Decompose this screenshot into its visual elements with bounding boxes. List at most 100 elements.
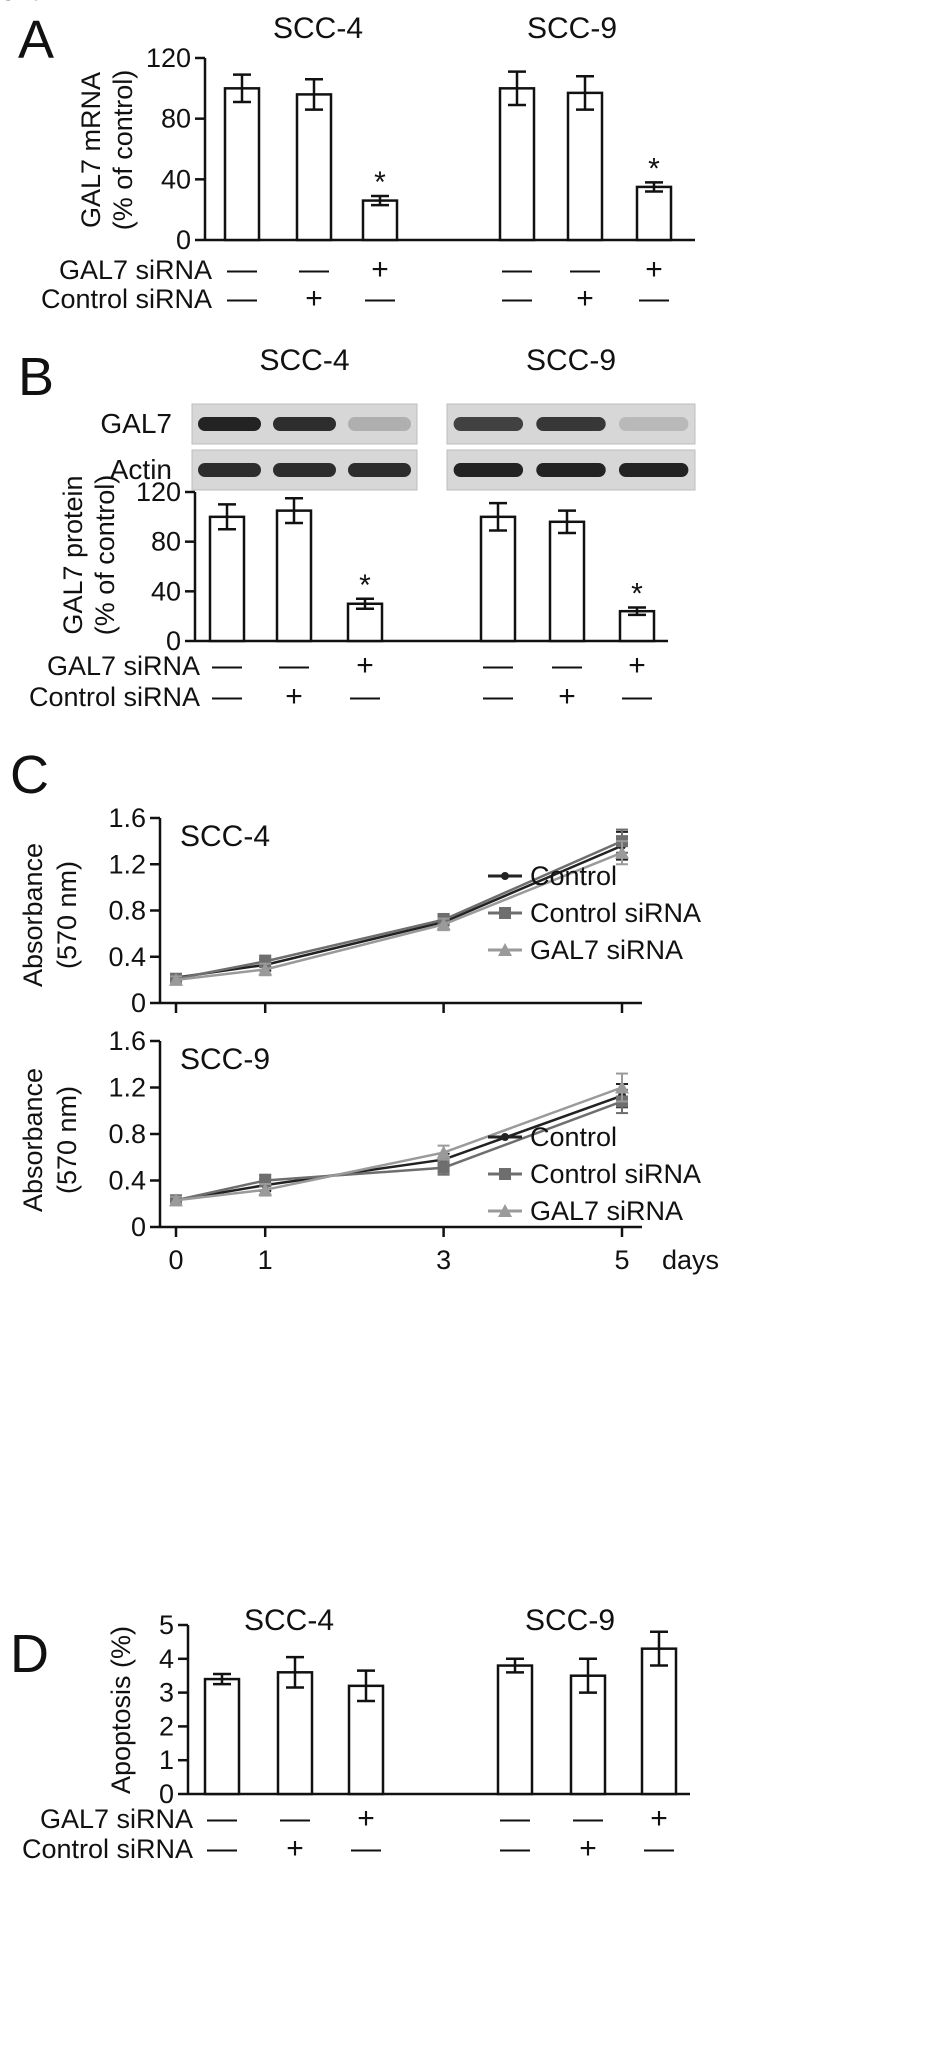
treatment-sign: +: [645, 253, 663, 286]
y-tick-label: 0.8: [108, 1119, 146, 1149]
y-tick-label: 5: [159, 1610, 174, 1640]
treatment-sign: +: [305, 282, 323, 315]
treatment-sign: —: [552, 649, 582, 682]
significance-asterisk: *: [648, 152, 660, 185]
data-point: [169, 1193, 183, 1207]
treatment-label: GAL7 siRNA: [47, 651, 200, 681]
treatment-sign: —: [639, 282, 669, 315]
y-tick-label: 1.6: [108, 803, 146, 833]
treatment-sign: +: [371, 253, 389, 286]
blot-title-scc-4: SCC-4: [259, 344, 349, 377]
treatment-sign: —: [299, 253, 329, 286]
treatment-label: Control siRNA: [29, 682, 200, 712]
treatment-sign: —: [280, 1802, 310, 1835]
bar: [208, 515, 246, 643]
bar: [295, 93, 333, 242]
y-tick-label: 120: [146, 43, 191, 73]
bar: [640, 1647, 678, 1796]
data-point: [615, 1080, 629, 1094]
y-axis-label: Absorbance: [18, 843, 48, 987]
series-line-gal7-sirna: [175, 851, 623, 982]
treatment-sign: —: [207, 1802, 237, 1835]
treatment-sign: —: [351, 1832, 381, 1865]
significance-asterisk: *: [631, 577, 643, 610]
bar: [496, 1664, 534, 1796]
y-tick-label: 0.8: [108, 896, 146, 926]
significance-asterisk: *: [374, 166, 386, 199]
y-axis-label: (% of control): [108, 70, 138, 231]
treatment-sign: +: [356, 649, 374, 682]
treatment-sign: —: [483, 680, 513, 713]
data-point: [258, 1182, 273, 1196]
series-line-control-sirna: [175, 839, 623, 980]
treatment-sign: —: [483, 649, 513, 682]
panel-b-western-blot: SCC-4 SCC-9 GAL7 Actin: [100, 344, 696, 491]
treatment-sign: +: [285, 680, 303, 713]
chart-title: SCC-4: [180, 820, 270, 853]
panel-c-scc4-line-chart: 0 0.4 0.8 1.2 1.6 Absorbance (570 nm) SCC-4 Cont…: [18, 803, 701, 1018]
legend-label: Control: [530, 861, 617, 891]
x-axis-label: days: [662, 1245, 719, 1275]
treatment-sign: +: [558, 680, 576, 713]
panel-letters: A B C D: [10, 10, 54, 1684]
group-title-scc-4: SCC-4: [0, 0, 45, 7]
y-axis-label: Absorbance: [18, 1068, 48, 1212]
treatment-sign: —: [365, 282, 395, 315]
legend-marker: [501, 872, 509, 880]
treatment-sign: +: [576, 282, 594, 315]
series-line-gal7-sirna: [175, 1086, 623, 1202]
blot-band: [273, 463, 336, 477]
legend-marker: [499, 1168, 511, 1180]
blot-row-label-actin: Actin: [110, 454, 172, 485]
y-axis-label: (% of control): [90, 475, 120, 636]
treatment-label: Control siRNA: [41, 284, 212, 314]
data-point: [258, 962, 273, 976]
bar: [276, 1671, 314, 1796]
group-title-scc-9: SCC-9: [0, 0, 45, 7]
treatment-sign: —: [279, 649, 309, 682]
legend-marker: [499, 907, 511, 919]
y-tick-label: 0: [159, 1779, 174, 1809]
blot-title-scc-9: SCC-9: [526, 344, 616, 377]
x-tick-label: 5: [614, 1245, 629, 1275]
y-axis-label: (570 nm): [52, 861, 82, 969]
data-point: [169, 972, 183, 986]
treatment-sign: —: [570, 253, 600, 286]
treatment-sign: —: [207, 1832, 237, 1865]
treatment-sign: —: [227, 253, 257, 286]
y-tick-label: 0: [166, 626, 181, 656]
treatment-sign: —: [573, 1802, 603, 1835]
y-tick-label: 0: [176, 225, 191, 255]
treatment-sign: —: [500, 1832, 530, 1865]
y-tick-label: 40: [151, 576, 181, 606]
legend-label: Control: [530, 1122, 617, 1152]
blot-row-label-gal7: GAL7: [100, 408, 172, 439]
data-point: [437, 1161, 450, 1174]
legend-label: GAL7 siRNA: [530, 1196, 683, 1226]
blot-band: [453, 463, 524, 477]
treatment-sign: +: [650, 1802, 668, 1835]
group-title-scc-9: SCC-9: [525, 1604, 615, 1637]
blot-band: [348, 417, 411, 431]
bar: [361, 199, 399, 242]
group-title-scc-9: SCC-9: [527, 12, 617, 45]
panel-letter-c: C: [10, 745, 49, 805]
treatment-sign: —: [212, 649, 242, 682]
y-tick-label: 80: [161, 104, 191, 134]
panel-a-bar-chart: 0 40 80 120 GAL7 mRNA (% of control) SCC-4 SCC-…: [41, 12, 695, 315]
x-tick-label: 0: [168, 1245, 183, 1275]
treatment-sign: —: [500, 1802, 530, 1835]
blot-band: [453, 417, 524, 431]
treatment-sign: +: [286, 1832, 304, 1865]
y-axis-label: GAL7 mRNA: [76, 72, 106, 228]
legend-marker: [501, 1133, 509, 1141]
y-tick-label: 0: [131, 988, 146, 1018]
y-tick-label: 120: [136, 477, 181, 507]
legend-label: Control siRNA: [530, 1159, 701, 1189]
treatment-label: Control siRNA: [22, 1834, 193, 1864]
legend-marker: [498, 1204, 512, 1217]
y-tick-label: 1: [159, 1745, 174, 1775]
blot-band: [198, 417, 261, 431]
